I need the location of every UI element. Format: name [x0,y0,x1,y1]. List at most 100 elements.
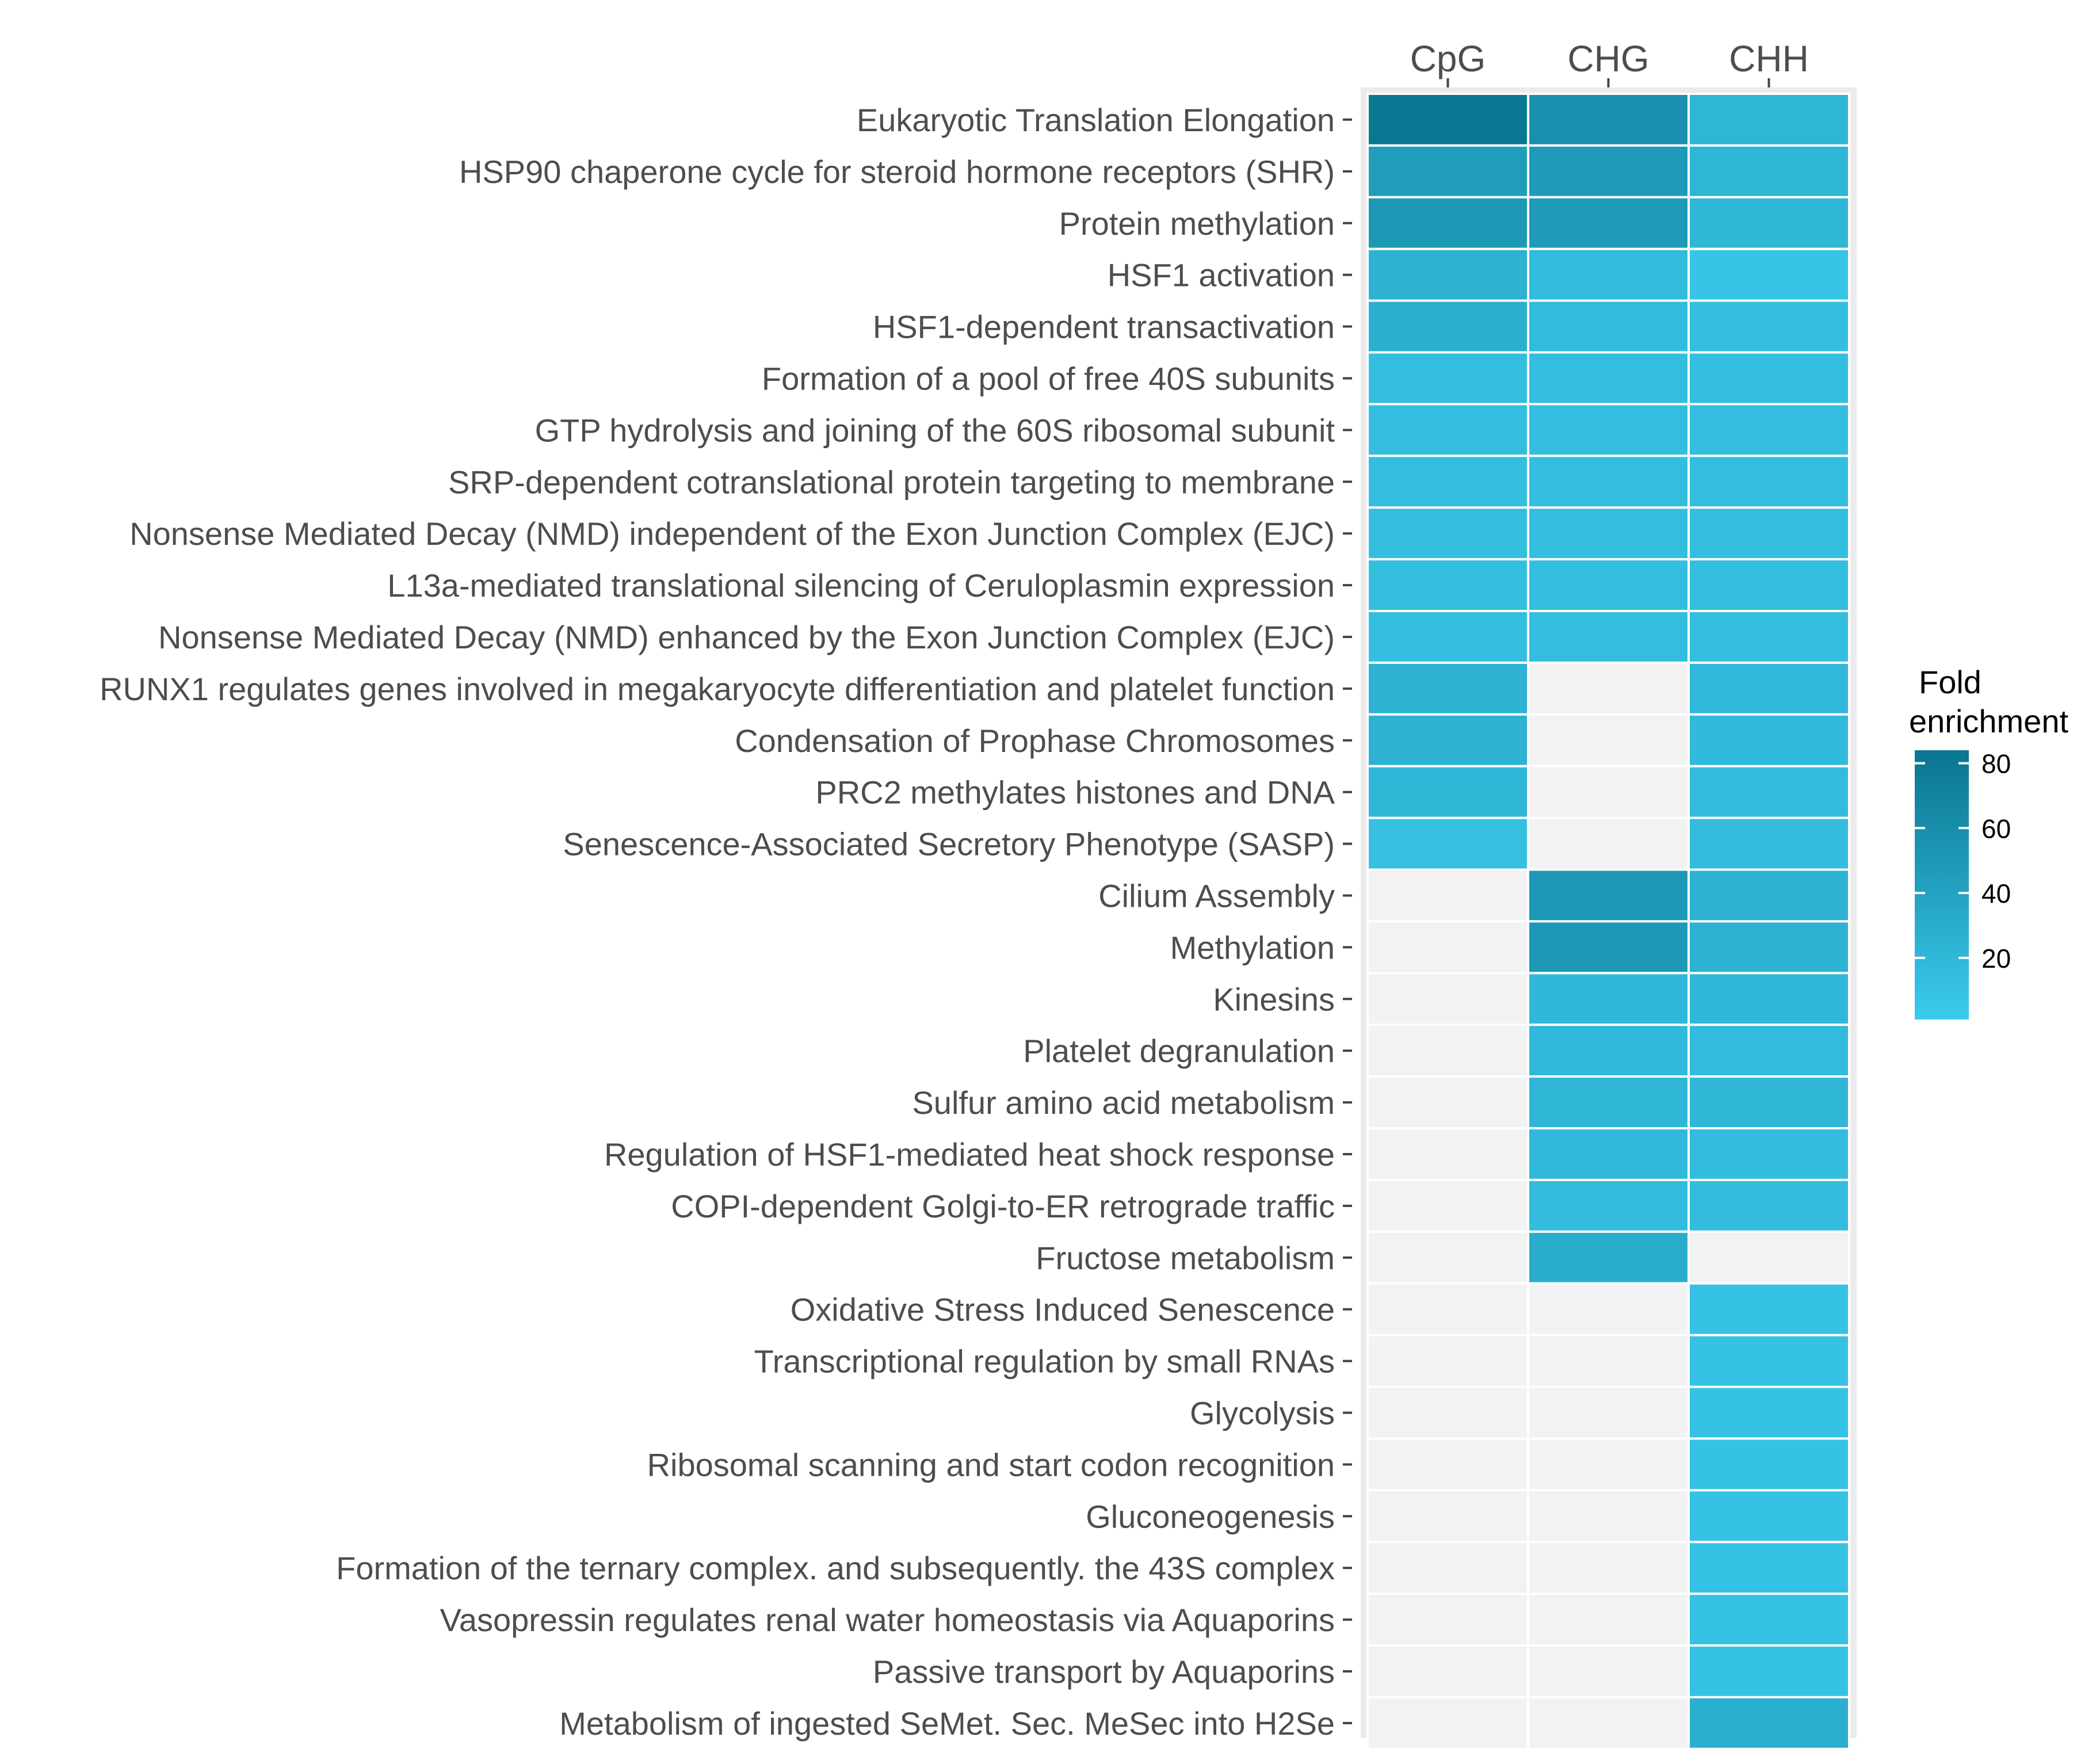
heatmap-cell [1527,1282,1690,1337]
heatmap-cell [1366,1230,1529,1285]
heatmap-cell [1687,196,1850,250]
y-tick-label: Regulation of HSF1-mediated heat shock r… [604,1136,1335,1173]
y-tick-label: Formation of the ternary complex. and su… [336,1550,1335,1586]
heatmap-cell [1687,299,1850,354]
heatmap-cells [1366,93,1850,1750]
heatmap-cell [1366,1593,1529,1647]
heatmap-cell [1527,1541,1690,1595]
heatmap-cell [1687,972,1850,1026]
heatmap-cell [1366,816,1529,871]
heatmap-cell [1687,765,1850,819]
heatmap-cell [1687,1024,1850,1078]
heatmap-cell [1687,1178,1850,1233]
heatmap-cell [1366,1541,1529,1595]
heatmap-cell [1366,558,1529,612]
heatmap-cell [1687,506,1850,561]
heatmap-cell [1687,816,1850,871]
y-tick-label: Platelet degranulation [1023,1033,1335,1069]
y-tick-label: HSP90 chaperone cycle for steroid hormon… [459,154,1335,190]
heatmap-cell [1366,1334,1529,1388]
heatmap-cell [1366,1178,1529,1233]
heatmap-cell [1527,868,1690,923]
heatmap-cell [1687,1075,1850,1129]
y-tick-label: Gluconeogenesis [1086,1498,1335,1534]
heatmap-cell [1366,661,1529,716]
heatmap-cell [1687,661,1850,716]
heatmap-cell [1527,816,1690,871]
heatmap-cell [1527,1696,1690,1750]
heatmap-cell [1366,1696,1529,1750]
heatmap-cell [1527,765,1690,819]
heatmap-cell [1527,1489,1690,1544]
heatmap-cell [1687,868,1850,923]
y-tick-label: HSF1 activation [1108,257,1335,293]
y-tick-label: L13a-mediated translational silencing of… [387,567,1335,604]
y-tick-label: Kinesins [1213,981,1335,1017]
y-tick-label: Metabolism of ingested SeMet. Sec. MeSec… [559,1705,1335,1742]
y-axis-labels: Eukaryotic Translation Elongation HSP90 c… [100,102,1352,1742]
y-tick-label: Oxidative Stress Induced Senescence [791,1292,1335,1328]
heatmap-cell [1527,661,1690,716]
heatmap-cell [1366,506,1529,561]
heatmap-cell [1687,1541,1850,1595]
heatmap-cell [1366,920,1529,975]
legend-title: enrichment [1909,703,2068,739]
heatmap-cell [1366,1075,1529,1129]
y-tick-label: GTP hydrolysis and joining of the 60S ri… [535,412,1335,448]
heatmap-cell [1366,403,1529,457]
y-tick-label: Vasopressin regulates renal water homeos… [440,1602,1335,1638]
y-tick-label: Nonsense Mediated Decay (NMD) enhanced b… [158,619,1335,655]
y-tick-label: Fructose metabolism [1036,1240,1335,1276]
heatmap-cell [1366,765,1529,819]
heatmap-cell [1366,299,1529,354]
heatmap-cell [1527,247,1690,302]
y-tick-label: Transcriptional regulation by small RNAs [754,1343,1335,1380]
heatmap-cell [1687,144,1850,198]
heatmap-cell [1687,1489,1850,1544]
heatmap-cell [1687,455,1850,509]
heatmap-cell [1527,1230,1690,1285]
heatmap-cell [1366,1489,1529,1544]
heatmap-cell [1687,1282,1850,1337]
heatmap-cell [1366,93,1529,147]
heatmap-cell [1527,1127,1690,1181]
heatmap-cell [1366,1127,1529,1181]
heatmap-cell [1527,713,1690,768]
y-tick-label: RUNX1 regulates genes involved in megaka… [100,671,1335,707]
y-tick-label: Eukaryotic Translation Elongation [857,102,1335,138]
heatmap-cell [1527,299,1690,354]
heatmap-cell [1687,403,1850,457]
heatmap-cell [1687,1127,1850,1181]
heatmap-cell [1687,93,1850,147]
heatmap-cell [1687,713,1850,768]
legend-tick-label: 20 [1981,944,2011,973]
x-axis-labels: CpG CHG CHH [1410,38,1809,87]
heatmap-cell [1687,1334,1850,1388]
heatmap-cell [1687,1230,1850,1285]
heatmap-cell [1527,506,1690,561]
legend-tick-label: 60 [1981,814,2011,843]
heatmap-cell [1687,920,1850,975]
heatmap-cell [1527,1385,1690,1440]
y-tick-label: Senescence-Associated Secretory Phenotyp… [563,826,1335,862]
heatmap-cell [1687,1385,1850,1440]
heatmap-cell [1527,93,1690,147]
y-tick-label: COPI-dependent Golgi-to-ER retrograde tr… [671,1188,1335,1224]
heatmap-cell [1366,868,1529,923]
y-tick-label: Cilium Assembly [1098,878,1335,914]
heatmap-cell [1366,351,1529,406]
heatmap-cell [1366,196,1529,250]
heatmap-cell [1687,1696,1850,1750]
x-tick-label: CHG [1567,38,1649,79]
y-tick-label: HSF1-dependent transactivation [873,309,1335,345]
heatmap-cell [1527,455,1690,509]
heatmap-cell [1687,1437,1850,1492]
heatmap-cell [1366,1385,1529,1440]
heatmap-cell [1527,1334,1690,1388]
heatmap-cell [1687,1593,1850,1647]
heatmap-cell [1366,713,1529,768]
heatmap-cell [1687,558,1850,612]
heatmap-cell [1366,1644,1529,1698]
y-tick-label: Methylation [1170,929,1335,965]
heatmap-cell [1527,1437,1690,1492]
